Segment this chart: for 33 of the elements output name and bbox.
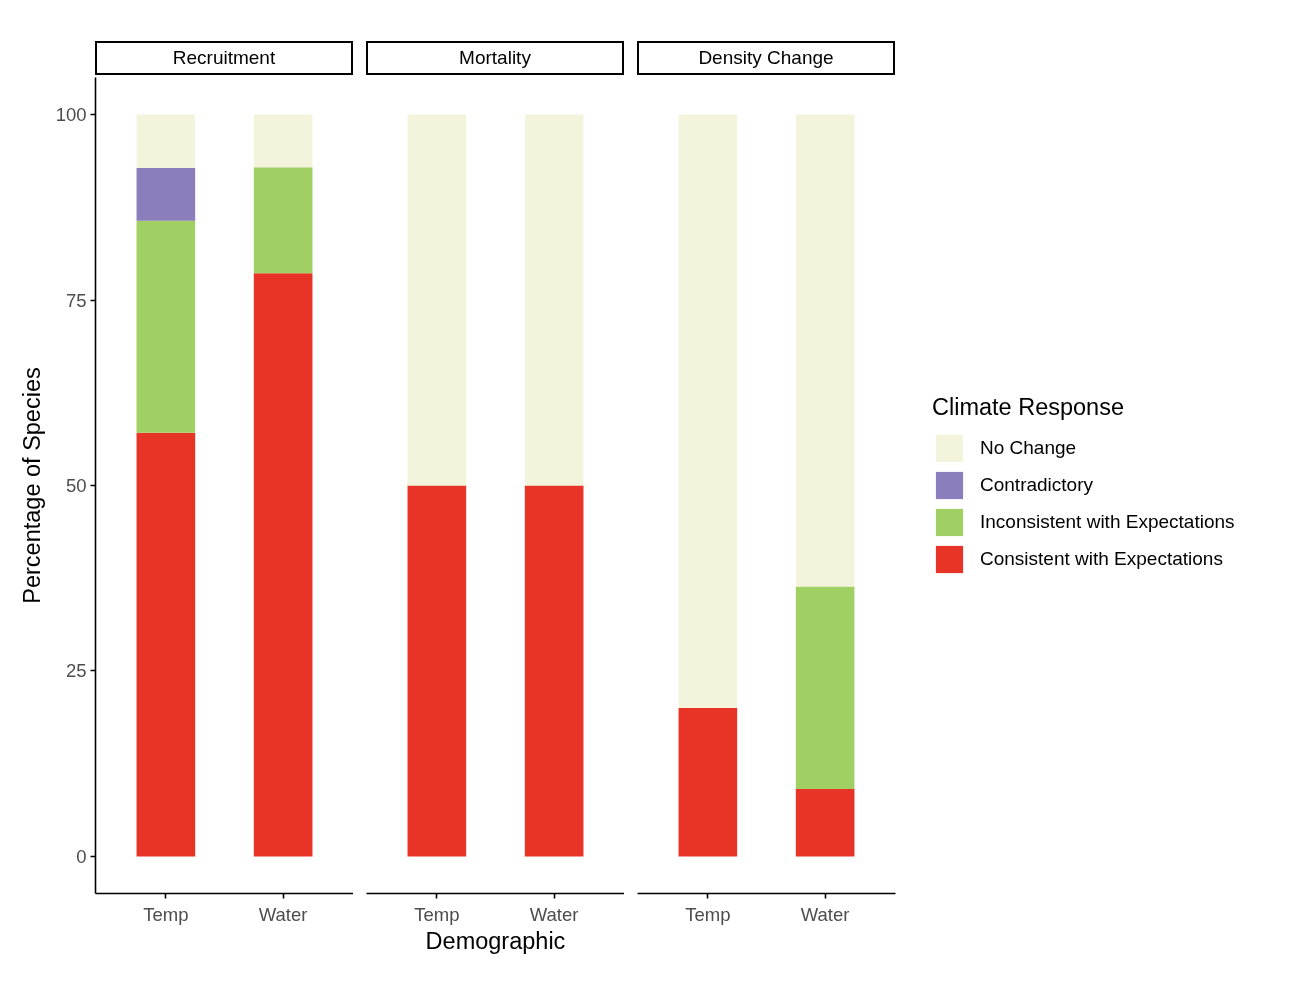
bar [795,788,855,857]
x-tick-label: Temp [685,903,731,925]
x-axis-title: Demographic [425,927,566,954]
bar [136,220,196,433]
y-tick-label: 100 [55,104,87,126]
legend-title: Climate Response [932,394,1125,421]
x-tick-label: Water [258,903,308,925]
chart-title: Recruitment [172,46,276,70]
y-tick-label: 75 [65,289,87,311]
x-tick-label: Water [800,903,850,925]
x-tick-label: Temp [414,903,460,925]
bar [678,708,738,857]
bar [795,114,855,587]
legend-label: Consistent with Expectations [980,548,1223,570]
x-tick-label: Temp [143,903,189,925]
bar [678,114,738,709]
x-tick-label: Water [529,903,579,925]
y-tick-label: 50 [65,475,87,496]
legend-label: Inconsistent with Expectations [980,511,1235,533]
y-axis-title: Percentage of Species [18,367,45,604]
bar [795,586,855,789]
y-tick-label: 25 [65,660,87,682]
chart-title: Density Change [698,46,834,70]
bar [253,114,313,168]
bar [136,114,196,168]
bar [253,273,313,857]
legend-label: Contradictory [980,474,1093,496]
bar [136,432,196,857]
bar [253,167,313,274]
chart-title: Mortality [459,46,531,70]
y-tick-label: 0 [76,845,87,867]
legend-label: No Change [980,437,1077,459]
bar [136,168,196,221]
